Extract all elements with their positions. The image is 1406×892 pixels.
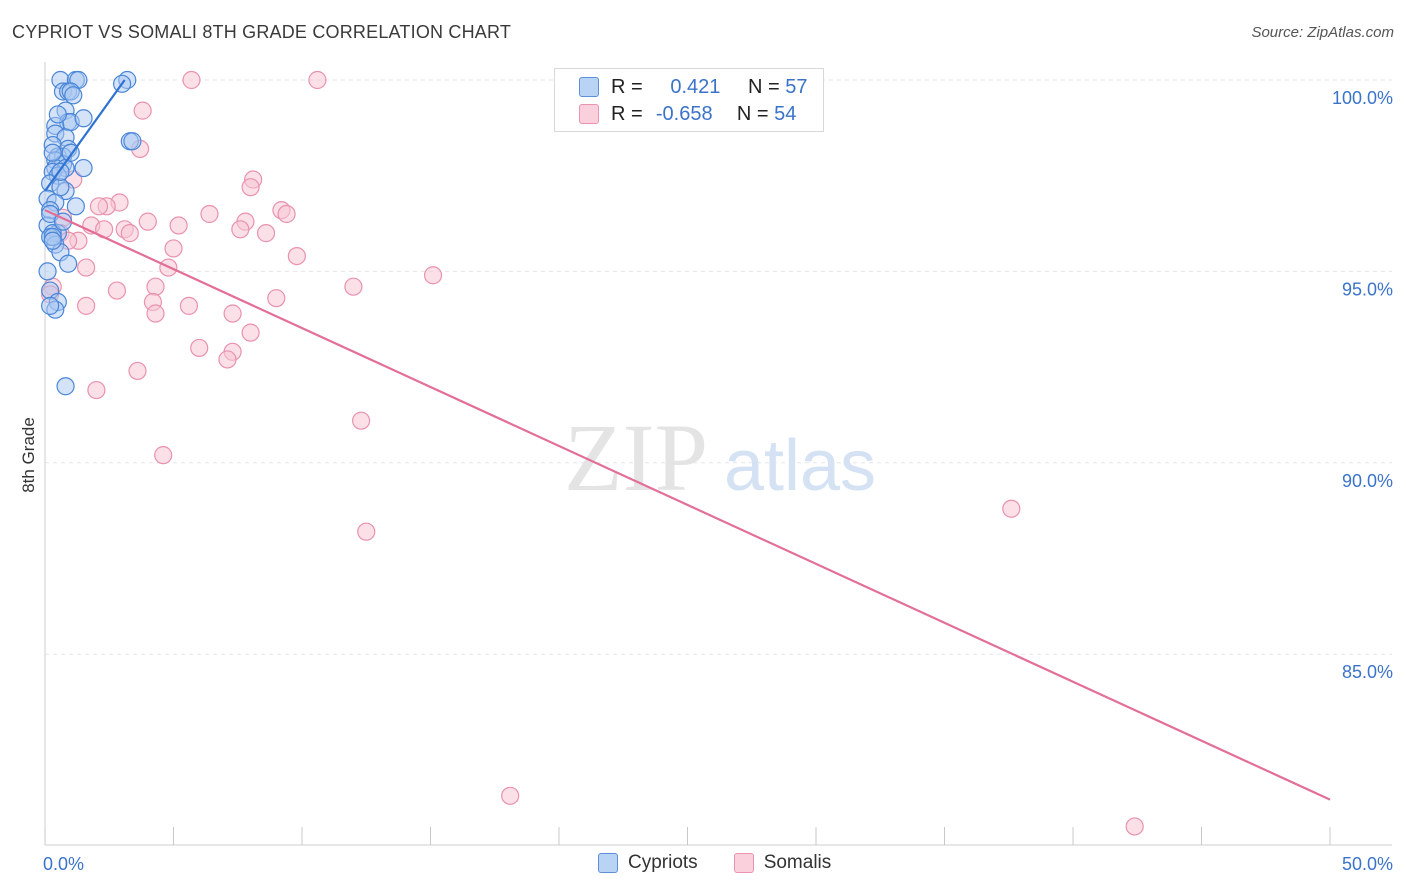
somalis-point <box>154 446 173 465</box>
somalis-point <box>164 239 183 258</box>
somalis-point <box>182 70 201 90</box>
y-tick-label: 85.0% <box>1342 662 1393 682</box>
somalis-point <box>357 522 376 541</box>
somalis-point <box>138 212 157 231</box>
somalis-point <box>501 786 520 805</box>
legend-n-label: N = <box>748 75 780 98</box>
legend-n-value: 57 <box>785 75 808 98</box>
chart-title: CYPRIOT VS SOMALI 8TH GRADE CORRELATION … <box>12 22 512 42</box>
cypriots-points <box>38 70 142 396</box>
cypriots-point <box>56 377 75 396</box>
cypriots-point <box>66 197 85 216</box>
somalis-point <box>77 296 96 315</box>
cypriots-point <box>74 109 93 128</box>
y-tick-label: 100.0% <box>1332 88 1393 108</box>
somalis-point <box>146 277 165 296</box>
cypriots-trend-line <box>44 79 126 192</box>
series-legend: Cypriots Somalis <box>598 852 867 874</box>
cypriots-point <box>43 143 62 162</box>
somalis-point <box>1002 499 1021 518</box>
cypriots-point <box>64 86 83 105</box>
somalis-point <box>200 204 219 224</box>
somalis-swatch <box>733 853 754 873</box>
somalis-point <box>190 338 209 358</box>
somalis-point <box>218 350 237 369</box>
trend-lines <box>44 79 1331 801</box>
x-tick-label: 0.0% <box>43 854 84 874</box>
somalis-point <box>146 304 165 323</box>
legend-r-value: 0.421 <box>670 75 721 98</box>
somalis-point <box>352 411 371 430</box>
x-tick-label: 50.0% <box>1342 854 1393 874</box>
somalis-point <box>179 296 199 315</box>
y-axis-label: 8th Grade <box>19 417 38 493</box>
legend-label-cypriots: Cypriots <box>628 852 698 873</box>
somalis-point <box>120 224 139 243</box>
somalis-point <box>77 258 96 277</box>
cypriots-point <box>59 254 78 273</box>
legend-swatch-pink <box>579 104 599 124</box>
somalis-point <box>231 220 250 239</box>
somalis-point <box>277 204 296 224</box>
somalis-point <box>133 101 152 120</box>
watermark-zip: ZIP <box>564 404 708 511</box>
somalis-point <box>87 380 106 400</box>
legend-r-label: R = <box>611 75 643 98</box>
tick-labels: 85.0% 90.0% 95.0% 100.0% 0.0% 50.0% 8th Grade <box>19 88 1393 874</box>
somalis-point <box>267 289 286 308</box>
watermark-atlas: atlas <box>724 426 876 506</box>
cypriots-point <box>41 296 60 315</box>
legend-n-value: 54 <box>774 102 797 125</box>
cypriots-swatch <box>598 853 618 873</box>
source-label: Source: ZipAtlas.com <box>1251 24 1394 41</box>
watermark: ZIP atlas <box>564 404 876 511</box>
somalis-point <box>1125 817 1144 836</box>
somalis-point <box>423 266 443 285</box>
somalis-points <box>41 70 1144 836</box>
legend-r-value: -0.658 <box>655 102 713 125</box>
somalis-point <box>223 304 242 323</box>
y-tick-label: 95.0% <box>1342 279 1393 299</box>
legend-row-cypriots: R = 0.421 N = 57 <box>579 75 808 99</box>
cypriots-point <box>38 262 57 281</box>
legend-swatch-blue <box>579 77 599 97</box>
somalis-point <box>308 70 327 90</box>
somalis-point <box>128 361 147 381</box>
somalis-point <box>89 197 109 216</box>
cypriots-point <box>48 105 67 124</box>
cypriots-point <box>123 132 142 151</box>
legend-item-somalis: Somalis <box>733 852 832 874</box>
legend-r-label: R = <box>611 102 643 125</box>
cypriots-point <box>51 178 70 197</box>
legend-item-cypriots: Cypriots <box>598 852 698 874</box>
somalis-point <box>241 323 260 342</box>
somalis-point <box>287 246 306 266</box>
somalis-point <box>107 281 127 300</box>
gridlines <box>45 79 1392 655</box>
cypriots-point <box>43 231 62 250</box>
stats-legend: R = 0.421 N = 57 R = -0.658 N = 54 <box>554 68 824 132</box>
legend-n-label: N = <box>736 102 769 125</box>
somalis-point <box>344 277 363 296</box>
somalis-point <box>169 216 188 235</box>
somalis-trend-line <box>44 209 1331 801</box>
somalis-point <box>256 224 276 243</box>
somalis-point <box>241 178 260 197</box>
legend-label-somalis: Somalis <box>763 852 832 873</box>
legend-row-somalis: R = -0.658 N = 54 <box>579 102 796 126</box>
cypriots-point <box>74 158 93 178</box>
y-tick-label: 90.0% <box>1342 471 1393 491</box>
